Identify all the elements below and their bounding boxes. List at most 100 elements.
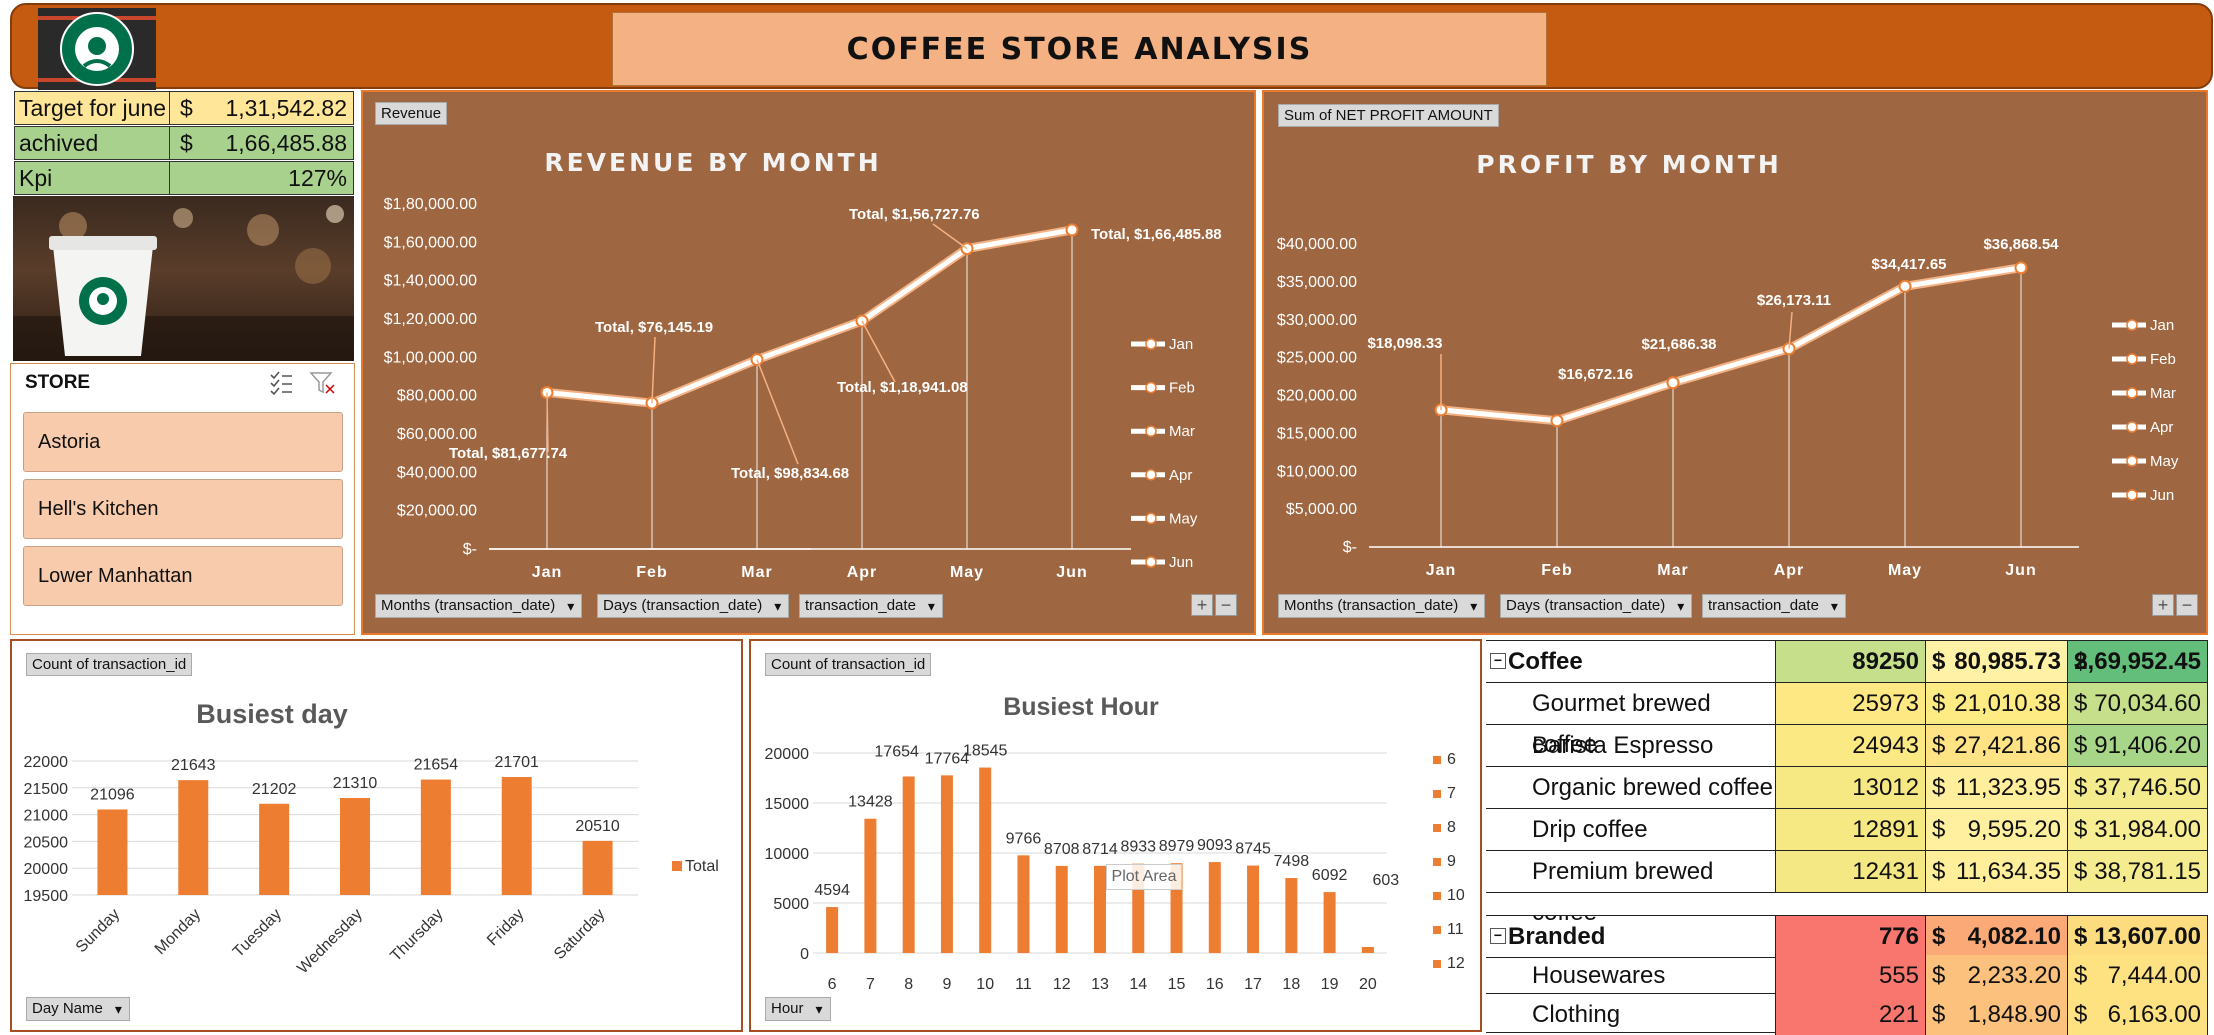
profit-filter-date[interactable]: transaction_date [1702,594,1846,618]
slicer-item-astoria[interactable]: Astoria [23,412,343,472]
currency-symbol: $ [2074,858,2088,885]
pivot-row[interactable]: Gourmet brewed coffee 25973 $21,010.38 $70,… [1486,683,2208,758]
collapse-field-button[interactable]: − [2176,594,2198,616]
x-tick-label: 7 [866,976,875,993]
x-tick-label: 11 [1015,976,1032,993]
pivot-row-label: Branded − [1486,916,1776,957]
busiest-day-bar-chart[interactable]: 19500 20000 20500 21000 21500 22000 21096 Sunda… [12,641,741,1030]
slicer-item-hells-kitchen[interactable]: Hell's Kitchen [23,479,343,539]
legend-swatch [1433,960,1441,968]
pivot-amount-cell: $2,233.20 [1926,955,2068,996]
clear-filter-icon[interactable] [309,370,337,401]
pivot-row[interactable]: Barista Espresso 24943 $27,421.86 $91,406.2… [1486,725,2208,767]
pivot-amount-cell: $38,781.15 [2068,851,2208,892]
bar [1055,865,1068,953]
data-label: 8708 [1044,841,1080,858]
data-label: $21,686.38 [1641,336,1716,353]
profit-line-chart[interactable]: $- $5,000.00 $10,000.00 $15,000.00 $20,000.0… [1264,92,2206,633]
x-tick-label: 18 [1282,976,1300,993]
pivot-amount-cell: $91,406.20 [2068,725,2208,766]
revenue-filter-date[interactable]: transaction_date [799,594,943,618]
profit-filter-months[interactable]: Months (transaction_date) [1278,594,1486,618]
x-tick-label: Saturday [551,906,608,963]
legend-label: 6 [1447,751,1456,768]
busiest-hour-bar-chart[interactable]: 0500010000150002000045946134287176548177… [751,641,1480,1030]
currency-symbol: $ [1932,774,1946,801]
data-label: $18,098.33 [1367,335,1442,352]
y-tick-label: $35,000.00 [1277,274,1357,291]
table-border [1486,640,2208,641]
revenue-line-chart[interactable]: $- $20,000.00 $40,000.00 $60,000.00 $80,000.… [363,92,1254,633]
data-label: 8714 [1082,841,1118,858]
pivot-row[interactable]: Housewares 555 $2,233.20 $7,444.00 [1486,955,2208,996]
collapse-field-button[interactable]: − [1215,594,1237,616]
x-tick-label: 6 [828,976,837,993]
pivot-amount-cell: $70,034.60 [2068,683,2208,724]
legend-label: 8 [1447,819,1456,836]
pivot-amount-cell: $11,323.95 [1926,767,2068,808]
pivot-amount-cell: $37,746.50 [2068,767,2208,808]
kpi-percent-row[interactable]: Kpi 127% [14,161,354,195]
legend-swatch [1433,790,1441,798]
pivot-row[interactable]: Premium brewed coffee12431$11,634.35$38,… [1486,851,2208,926]
pivot-category-row[interactable]: Coffee −89250 $80,985.73 $2,69,952.45 [1486,641,2208,683]
pivot-category-row[interactable]: Branded −776 $4,082.10 $13,607.00 [1486,916,2208,958]
y-tick-label: $1,60,000.00 [384,234,478,251]
hour-chart-title: Busiest Hour [1003,693,1159,721]
pivot-amount-cell: $21,010.38 [1926,683,2068,724]
bar [902,776,915,953]
plot-area-tooltip: Plot Area [1106,864,1182,890]
data-label: 18545 [963,743,1008,760]
pivot-row[interactable]: Clothing 221 $1,848.90 $6,163.00 [1486,994,2208,1035]
label-leader-line [651,336,656,404]
slicer-item-lower-manhattan[interactable]: Lower Manhattan [23,546,343,606]
profit-filter-days[interactable]: Days (transaction_date) [1500,594,1693,618]
pivot-amount-cell: $80,985.73 [1926,641,2068,682]
multi-select-icon[interactable] [268,370,294,401]
x-tick-label: Mar [1657,562,1688,579]
hour-filter[interactable]: Hour [765,997,831,1021]
expand-field-button[interactable]: + [1191,594,1213,616]
busiest-day-panel: Count of transaction_id Busiest day 1950… [10,639,743,1032]
amount-value: 9,595.20 [1967,816,2061,843]
x-tick-label: 14 [1129,976,1147,993]
collapse-icon[interactable]: − [1490,928,1506,944]
kpi-achieved-row[interactable]: achived $ 1,66,485.88 [14,126,354,160]
x-tick-label: Apr [1774,562,1805,579]
revenue-filter-days[interactable]: Days (transaction_date) [597,594,790,618]
bar [1247,865,1260,953]
y-tick-label: $1,20,000.00 [384,311,478,328]
data-label: 9093 [1197,837,1233,854]
data-label: Total, $1,18,941.08 [837,379,968,396]
legend-swatch [1433,926,1441,934]
y-tick-label: $40,000.00 [1277,236,1357,253]
y-tick-label: 20500 [24,834,69,851]
amount-value: 80,985.73 [1954,648,2061,675]
starbucks-logo [38,8,156,90]
pivot-count-cell: 13012 [1776,767,1926,808]
collapse-icon[interactable]: − [1490,653,1506,669]
x-tick-label: May [950,564,984,581]
pivot-amount-cell: $31,984.00 [2068,809,2208,850]
currency-symbol: $ [2074,690,2088,717]
data-label: Total, $1,56,727.76 [849,206,980,223]
data-label: 9766 [1006,830,1042,847]
bar [1017,855,1030,953]
data-point [1550,414,1564,428]
revenue-filter-months[interactable]: Months (transaction_date) [375,594,583,618]
y-tick-label: $30,000.00 [1277,312,1357,329]
kpi-target-row[interactable]: Target for june $ 1,31,542.82 [14,91,354,125]
bar [979,767,992,953]
revenue-field-button[interactable]: Revenue [375,102,448,125]
expand-field-button[interactable]: + [2152,594,2174,616]
pivot-row-label: Drip coffee [1486,809,1776,850]
data-label: 21643 [171,757,216,774]
pivot-row[interactable]: Organic brewed coffee 13012 $11,323.95 $37,… [1486,767,2208,809]
y-tick-label: $15,000.00 [1277,425,1357,442]
pivot-row-label: Barista Espresso [1486,725,1776,766]
day-field-button[interactable]: Count of transaction_id [26,653,193,676]
pivot-row[interactable]: Drip coffee 12891 $9,595.20 $31,984.00 [1486,809,2208,851]
day-name-filter[interactable]: Day Name [26,997,130,1021]
hour-field-button[interactable]: Count of transaction_id [765,653,932,676]
profit-field-button[interactable]: Sum of NET PROFIT AMOUNT [1278,104,1499,127]
